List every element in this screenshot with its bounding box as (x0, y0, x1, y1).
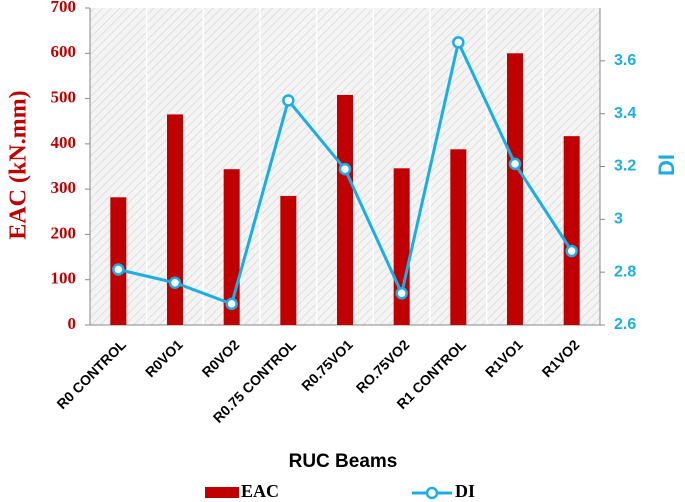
y-tick-label: 600 (51, 42, 77, 61)
x-tick-label: RO.75VO2 (353, 336, 413, 396)
y2-axis-title: DI (654, 154, 679, 176)
bar (110, 197, 127, 325)
y2-tick-label: 3.4 (614, 105, 636, 122)
marker (282, 94, 295, 107)
legend: EAC DI (205, 481, 475, 501)
marker (338, 162, 352, 176)
y2-tick-label: 3.6 (614, 52, 636, 69)
x-tick-label: R0VO2 (199, 336, 243, 380)
bar (280, 195, 297, 325)
marker (168, 276, 182, 289)
bar (450, 149, 467, 325)
x-axis-title: RUC Beams (289, 451, 398, 472)
x-tick-label: R0 CONTROL (53, 336, 129, 412)
bar (167, 114, 183, 326)
legend-label: DI (455, 481, 475, 501)
y2-tick-label: 2.8 (614, 263, 636, 280)
bar (563, 136, 580, 325)
y-tick-label: 500 (51, 87, 77, 106)
y2-tick-label: 2.6 (614, 316, 636, 333)
y2-tick-label: 3 (614, 211, 623, 228)
x-tick-label: R0.75VO1 (298, 336, 356, 394)
y-tick-label: 0 (68, 314, 77, 333)
x-tick-label: R1VO2 (539, 336, 583, 380)
y-tick-label: 400 (51, 133, 77, 152)
bar (507, 53, 523, 326)
marker (565, 244, 578, 258)
marker (225, 297, 238, 311)
legend-marker (425, 486, 439, 500)
marker (112, 263, 125, 276)
y-tick-label: 300 (51, 178, 77, 197)
bar (337, 94, 353, 325)
x-tick-label: R0VO1 (142, 336, 186, 380)
y-axis-title: EAC (kN.mm) (6, 90, 32, 239)
marker (395, 287, 408, 300)
y2-tick-label: 3.2 (614, 158, 636, 175)
x-tick-label: R1VO1 (482, 336, 526, 380)
bar (393, 168, 410, 325)
legend-swatch (205, 487, 239, 498)
y-tick-label: 100 (51, 269, 77, 288)
marker (508, 157, 522, 171)
marker (452, 36, 465, 49)
legend-label: EAC (241, 481, 279, 501)
y-tick-label: 200 (51, 223, 77, 242)
y-tick-label: 700 (51, 0, 77, 16)
